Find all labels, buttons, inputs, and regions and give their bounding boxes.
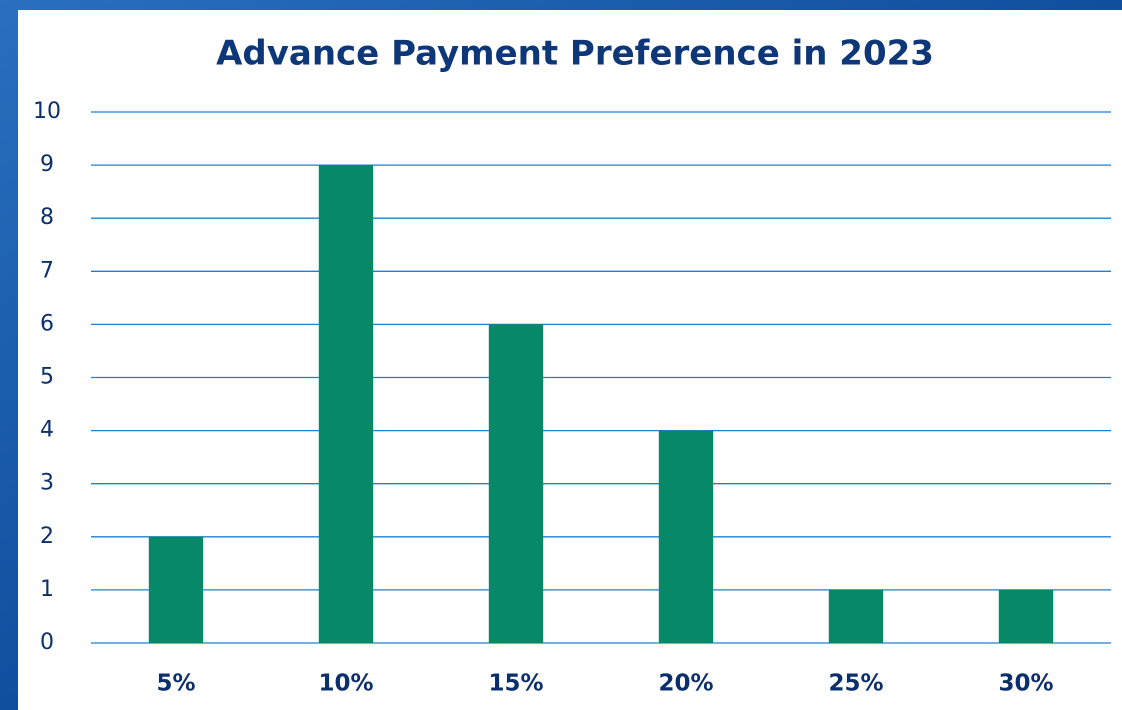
x-tick-label: 20% bbox=[658, 671, 713, 697]
bar bbox=[828, 589, 884, 643]
x-tick-label: 25% bbox=[828, 671, 883, 697]
y-tick-label: 0 bbox=[40, 630, 54, 655]
y-tick-label: 9 bbox=[40, 152, 54, 177]
x-tick-label: 5% bbox=[156, 671, 195, 697]
x-tick-label: 30% bbox=[998, 671, 1053, 697]
x-tick-label: 10% bbox=[318, 671, 373, 697]
bar bbox=[488, 324, 544, 643]
y-tick-label: 10 bbox=[33, 99, 61, 124]
y-tick-label: 7 bbox=[40, 258, 54, 283]
y-tick-label: 3 bbox=[40, 471, 54, 496]
bar bbox=[998, 589, 1054, 643]
y-tick-label: 1 bbox=[40, 577, 54, 602]
y-tick-label: 2 bbox=[40, 524, 54, 549]
chart-title: Advance Payment Preference in 2023 bbox=[216, 34, 934, 74]
y-tick-label: 5 bbox=[40, 365, 54, 390]
bar bbox=[658, 430, 714, 643]
bar bbox=[318, 165, 374, 643]
y-tick-label: 8 bbox=[40, 205, 54, 230]
x-tick-label: 15% bbox=[488, 671, 543, 697]
y-tick-label: 6 bbox=[40, 311, 54, 336]
y-tick-label: 4 bbox=[40, 418, 54, 443]
bar bbox=[148, 536, 204, 643]
